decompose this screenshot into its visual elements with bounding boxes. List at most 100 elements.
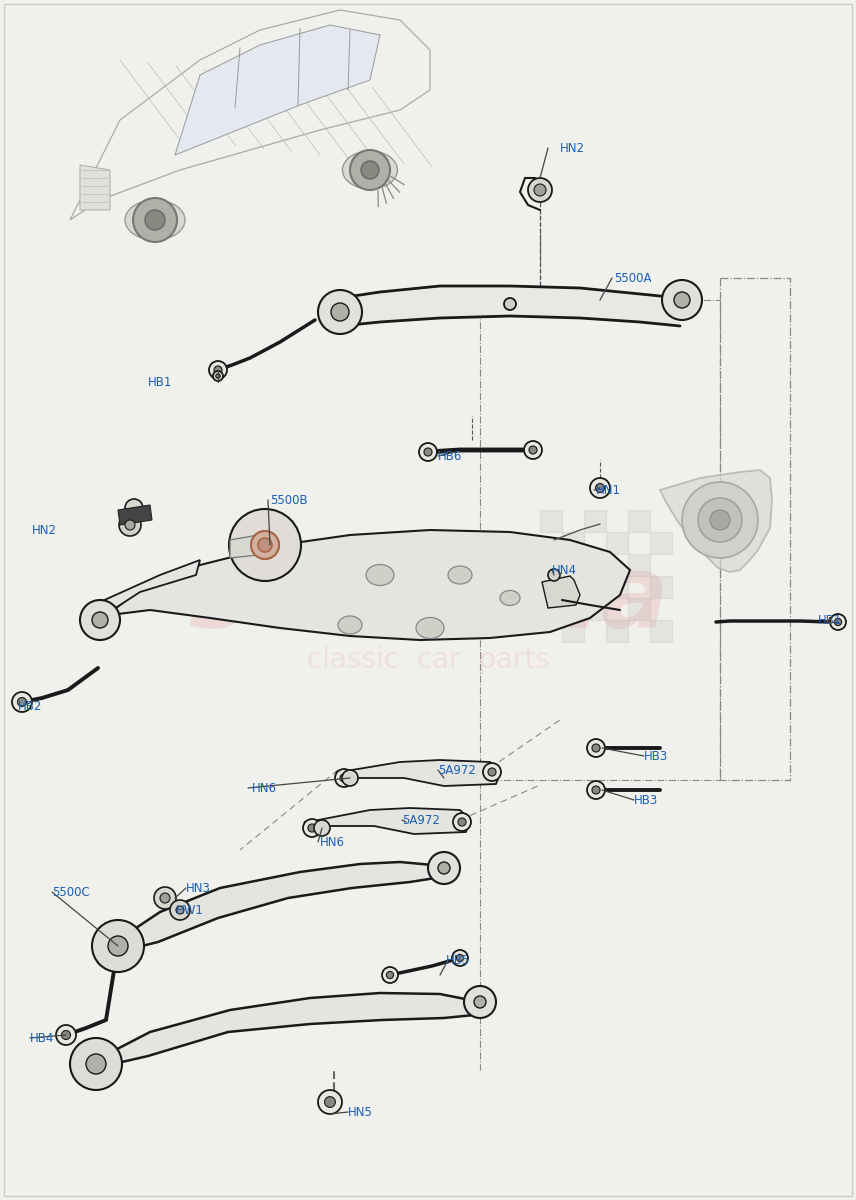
Text: HN3: HN3 [186, 882, 211, 894]
Circle shape [483, 763, 501, 781]
Bar [650, 576, 672, 598]
Circle shape [340, 774, 348, 782]
Polygon shape [175, 25, 380, 155]
Ellipse shape [92, 612, 108, 628]
Bar [562, 532, 584, 554]
Circle shape [342, 770, 358, 786]
Text: 5500C: 5500C [52, 886, 90, 899]
Text: HB4: HB4 [30, 1032, 55, 1044]
Bar [540, 510, 562, 532]
Ellipse shape [251, 530, 279, 559]
Circle shape [62, 1031, 70, 1039]
Text: HB2: HB2 [18, 700, 43, 713]
Ellipse shape [92, 920, 144, 972]
Text: HW1: HW1 [176, 904, 204, 917]
Ellipse shape [438, 862, 450, 874]
Ellipse shape [251, 530, 279, 559]
Circle shape [160, 893, 170, 902]
Ellipse shape [428, 852, 460, 884]
Bar [606, 532, 628, 554]
Text: HB6: HB6 [438, 450, 462, 462]
Circle shape [596, 484, 604, 492]
Polygon shape [336, 760, 500, 786]
Circle shape [361, 161, 379, 179]
Circle shape [170, 900, 190, 920]
Bar [650, 620, 672, 642]
Circle shape [528, 178, 552, 202]
Polygon shape [230, 535, 258, 558]
Polygon shape [118, 505, 152, 526]
Circle shape [458, 818, 466, 826]
Circle shape [308, 824, 316, 832]
Circle shape [56, 1025, 76, 1045]
Circle shape [419, 443, 437, 461]
Polygon shape [100, 530, 630, 640]
Bar [584, 598, 606, 620]
Polygon shape [304, 808, 470, 834]
Circle shape [335, 769, 353, 787]
Ellipse shape [331, 302, 349, 320]
Text: 5500A: 5500A [614, 271, 651, 284]
Ellipse shape [448, 566, 472, 584]
Bar [628, 510, 650, 532]
Circle shape [698, 498, 742, 542]
Circle shape [710, 510, 730, 530]
Text: HB3: HB3 [644, 750, 669, 762]
Polygon shape [80, 164, 110, 210]
Text: 5A972: 5A972 [438, 763, 476, 776]
Bar [606, 620, 628, 642]
Ellipse shape [229, 509, 301, 581]
Circle shape [548, 569, 560, 581]
Circle shape [529, 446, 537, 454]
Circle shape [213, 371, 223, 382]
Ellipse shape [674, 292, 690, 308]
Ellipse shape [70, 1038, 122, 1090]
Ellipse shape [318, 290, 362, 334]
Circle shape [176, 906, 184, 914]
Circle shape [216, 373, 220, 378]
Ellipse shape [108, 936, 128, 956]
Text: HN5: HN5 [348, 1105, 373, 1118]
Circle shape [488, 768, 496, 776]
Text: 5500B: 5500B [270, 493, 307, 506]
Ellipse shape [342, 151, 397, 188]
Circle shape [453, 814, 471, 830]
Ellipse shape [338, 616, 362, 634]
Circle shape [382, 967, 398, 983]
Bar [606, 576, 628, 598]
Circle shape [592, 744, 600, 752]
Bar [540, 598, 562, 620]
Polygon shape [70, 10, 430, 220]
Polygon shape [340, 286, 680, 326]
Bar [562, 620, 584, 642]
Polygon shape [542, 576, 580, 608]
Bar [584, 554, 606, 576]
Text: HN6: HN6 [320, 835, 345, 848]
Circle shape [504, 298, 516, 310]
Text: HN4: HN4 [552, 564, 577, 576]
Text: HN2: HN2 [32, 523, 57, 536]
Circle shape [350, 150, 390, 190]
Ellipse shape [258, 538, 272, 552]
Bar [540, 554, 562, 576]
Text: HB1: HB1 [818, 613, 842, 626]
Circle shape [214, 366, 222, 374]
Circle shape [145, 210, 165, 230]
Text: HB1: HB1 [148, 376, 172, 389]
Circle shape [592, 786, 600, 794]
Polygon shape [92, 994, 484, 1068]
Circle shape [587, 781, 605, 799]
Bar [628, 554, 650, 576]
Circle shape [534, 184, 546, 196]
Text: HB5: HB5 [446, 954, 470, 966]
Ellipse shape [416, 618, 444, 638]
Ellipse shape [86, 1054, 106, 1074]
Text: 5A972: 5A972 [402, 814, 440, 827]
Circle shape [303, 818, 321, 838]
Circle shape [324, 1097, 336, 1108]
Circle shape [424, 448, 432, 456]
Circle shape [590, 478, 610, 498]
Text: scuderia: scuderia [187, 552, 669, 648]
Circle shape [452, 950, 468, 966]
Circle shape [456, 954, 464, 961]
